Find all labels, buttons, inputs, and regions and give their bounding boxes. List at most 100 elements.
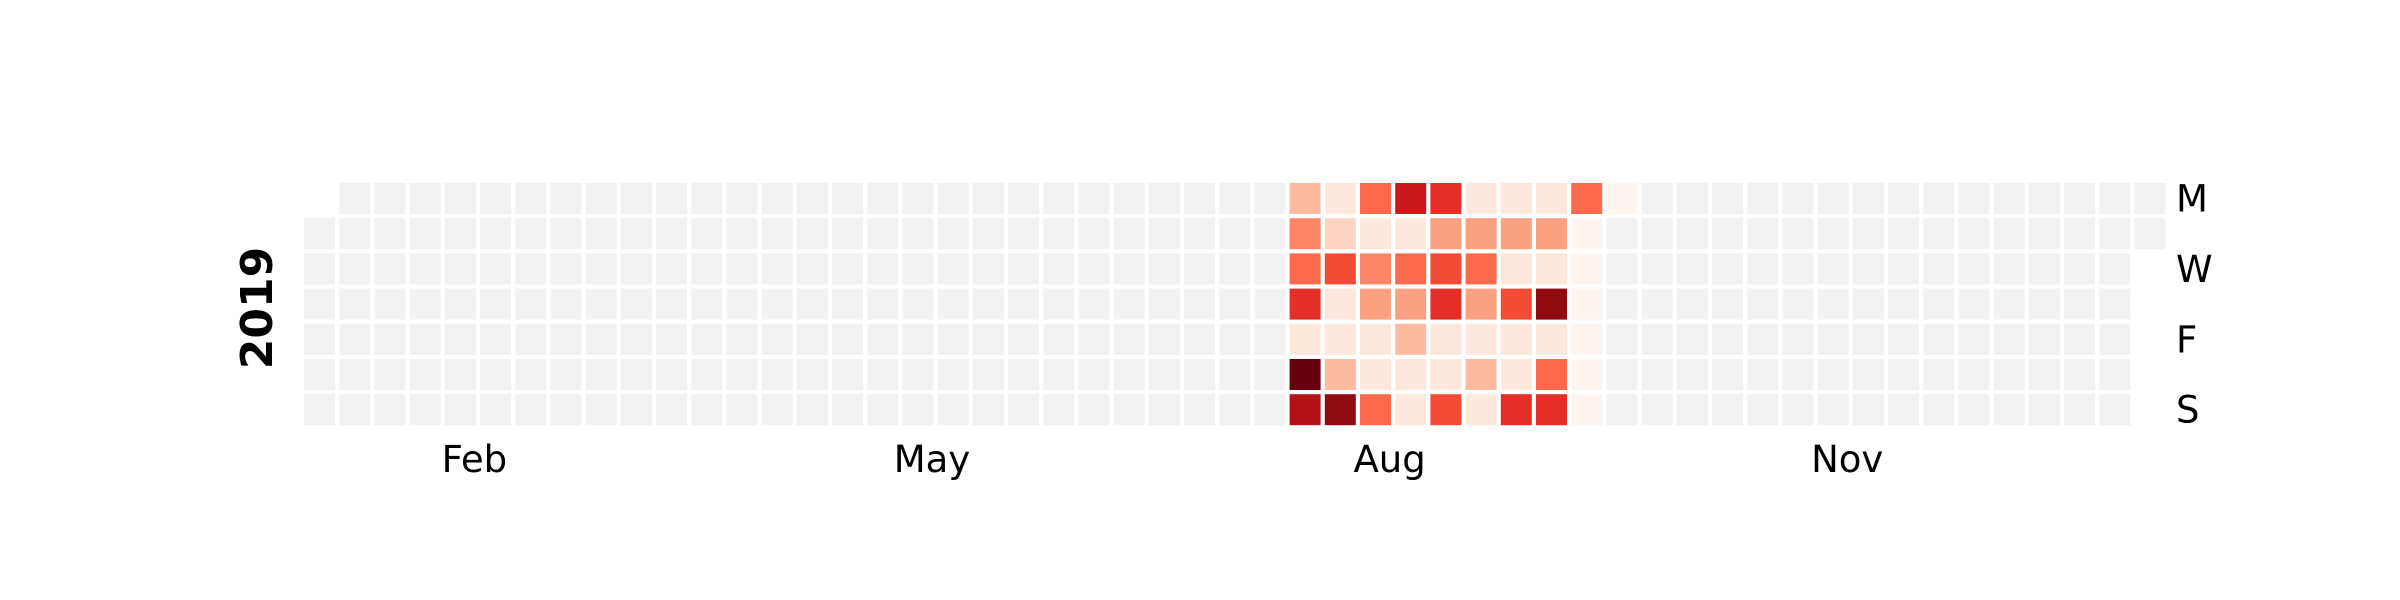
heatmap-cell-2019-09-28 (1641, 359, 1673, 390)
heatmap-cell-2019-02-16 (515, 359, 547, 390)
heatmap-cell-2019-04-11 (796, 288, 828, 320)
heatmap-cell-2019-06-05 (1078, 253, 1110, 285)
heatmap-cell-2019-07-10 (1254, 253, 1286, 285)
heatmap-cell-2019-01-02 (304, 253, 335, 285)
heatmap-cell-2019-07-24 (1324, 253, 1356, 285)
heatmap-cell-2019-09-06 (1536, 323, 1567, 355)
heatmap-cell-2019-04-28 (867, 394, 899, 426)
heatmap-cell-2019-03-04 (620, 183, 652, 214)
heatmap-cell-2019-06-21 (1148, 323, 1180, 355)
heatmap-cell-2019-02-03 (444, 394, 476, 426)
heatmap-cell-2019-01-23 (409, 253, 441, 285)
heatmap-cell-2019-12-09 (2028, 183, 2060, 214)
heatmap-cell-2019-01-26 (409, 359, 441, 390)
heatmap-cell-2019-07-05 (1219, 323, 1251, 355)
heatmap-cell-2019-10-03 (1676, 288, 1708, 320)
heatmap-cell-2019-03-22 (691, 323, 723, 355)
heatmap-cell-2019-06-25 (1184, 218, 1215, 250)
heatmap-cell-2019-11-29 (1958, 323, 1990, 355)
heatmap-cell-2019-09-21 (1606, 359, 1638, 390)
heatmap-cell-2019-12-05 (1993, 288, 2025, 320)
heatmap-cell-2019-09-02 (1536, 183, 1567, 214)
heatmap-cell-2019-07-27 (1324, 359, 1356, 390)
heatmap-cell-2019-04-15 (832, 183, 863, 214)
heatmap-cell-2019-02-27 (585, 253, 617, 285)
heatmap-cell-2019-02-09 (480, 359, 511, 390)
heatmap-cell-2019-03-30 (726, 359, 758, 390)
month-label-nov: Nov (1811, 438, 1883, 481)
heatmap-cell-2019-05-23 (1008, 288, 1039, 320)
heatmap-cell-2019-01-22 (409, 218, 441, 250)
heatmap-cell-2019-07-03 (1219, 253, 1251, 285)
heatmap-cell-2019-04-10 (796, 253, 828, 285)
heatmap-cell-2019-06-11 (1113, 218, 1145, 250)
heatmap-cell-2019-07-26 (1324, 323, 1356, 355)
heatmap-cell-2019-02-05 (480, 218, 511, 250)
heatmap-cell-2019-12-22 (2064, 394, 2095, 426)
heatmap-cell-2019-10-24 (1782, 288, 1814, 320)
heatmap-cell-2019-03-13 (656, 253, 687, 285)
heatmap-cell-2019-04-21 (832, 394, 863, 426)
heatmap-cell-2019-11-06 (1852, 253, 1884, 285)
heatmap-cell-2019-10-05 (1676, 359, 1708, 390)
heatmap-cell-2019-01-04 (304, 323, 335, 355)
heatmap-cell-2019-02-13 (515, 253, 547, 285)
heatmap-cell-2019-08-13 (1430, 218, 1462, 250)
heatmap-cell-2019-06-18 (1148, 218, 1180, 250)
heatmap-cell-2019-12-08 (1993, 394, 2025, 426)
heatmap-cell-2019-06-14 (1113, 323, 1145, 355)
heatmap-cell-2019-08-01 (1360, 288, 1391, 320)
heatmap-cell-2019-06-16 (1113, 394, 1145, 426)
heatmap-cell-2019-02-20 (550, 253, 582, 285)
heatmap-cell-2019-08-05 (1395, 183, 1427, 214)
heatmap-cell-2019-08-04 (1360, 394, 1391, 426)
heatmap-cell-2019-12-31 (2134, 218, 2166, 250)
heatmap-cell-2019-01-11 (339, 323, 371, 355)
heatmap-cell-2019-07-25 (1324, 288, 1356, 320)
heatmap-cell-2019-10-18 (1747, 323, 1779, 355)
heatmap-cell-2019-04-19 (832, 323, 863, 355)
heatmap-cell-2019-07-20 (1289, 359, 1321, 390)
heatmap-cell-2019-05-01 (902, 253, 934, 285)
heatmap-cell-2019-08-11 (1395, 394, 1427, 426)
heatmap-cell-2019-09-22 (1606, 394, 1638, 426)
heatmap-cell-2019-10-11 (1712, 323, 1743, 355)
heatmap-cell-2019-01-08 (339, 218, 371, 250)
heatmap-cell-2019-02-19 (550, 218, 582, 250)
heatmap-cell-2019-02-25 (585, 183, 617, 214)
heatmap-cell-2019-02-22 (550, 323, 582, 355)
heatmap-cell-2019-08-06 (1395, 218, 1427, 250)
heatmap-cell-2019-07-28 (1324, 394, 1356, 426)
heatmap-cell-2019-01-31 (444, 288, 476, 320)
heatmap-cell-2019-08-03 (1360, 359, 1391, 390)
weekday-label-w-2: W (2176, 248, 2213, 291)
heatmap-cell-2019-10-26 (1782, 359, 1814, 390)
heatmap-cell-2019-05-13 (972, 183, 1004, 214)
heatmap-cell-2019-07-15 (1289, 183, 1321, 214)
heatmap-cell-2019-10-19 (1747, 359, 1779, 390)
heatmap-cell-2019-05-26 (1008, 394, 1039, 426)
heatmap-cell-2019-02-02 (444, 359, 476, 390)
heatmap-cell-2019-08-18 (1430, 394, 1462, 426)
heatmap-cell-2019-11-19 (1923, 218, 1955, 250)
heatmap-cell-2019-06-13 (1113, 288, 1145, 320)
heatmap-cell-2019-12-01 (1958, 394, 1990, 426)
heatmap-cell-2019-11-22 (1923, 323, 1955, 355)
heatmap-cell-2019-06-02 (1043, 394, 1075, 426)
heatmap-cell-2019-01-13 (339, 394, 371, 426)
heatmap-cell-2019-03-02 (585, 359, 617, 390)
heatmap-cell-2019-11-05 (1852, 218, 1884, 250)
heatmap-cell-2019-01-20 (374, 394, 406, 426)
heatmap-cell-2019-02-18 (550, 183, 582, 214)
heatmap-cell-2019-06-17 (1148, 183, 1180, 214)
heatmap-cell-2019-05-04 (902, 359, 934, 390)
heatmap-cell-2019-08-27 (1500, 218, 1532, 250)
heatmap-cell-2019-12-24 (2099, 218, 2131, 250)
heatmap-cell-2019-06-08 (1078, 359, 1110, 390)
heatmap-cell-2019-12-28 (2099, 359, 2131, 390)
heatmap-cell-2019-08-30 (1500, 323, 1532, 355)
heatmap-cell-2019-12-10 (2028, 218, 2060, 250)
heatmap-cell-2019-05-15 (972, 253, 1004, 285)
heatmap-cell-2019-05-12 (937, 394, 969, 426)
heatmap-cell-2019-07-06 (1219, 359, 1251, 390)
